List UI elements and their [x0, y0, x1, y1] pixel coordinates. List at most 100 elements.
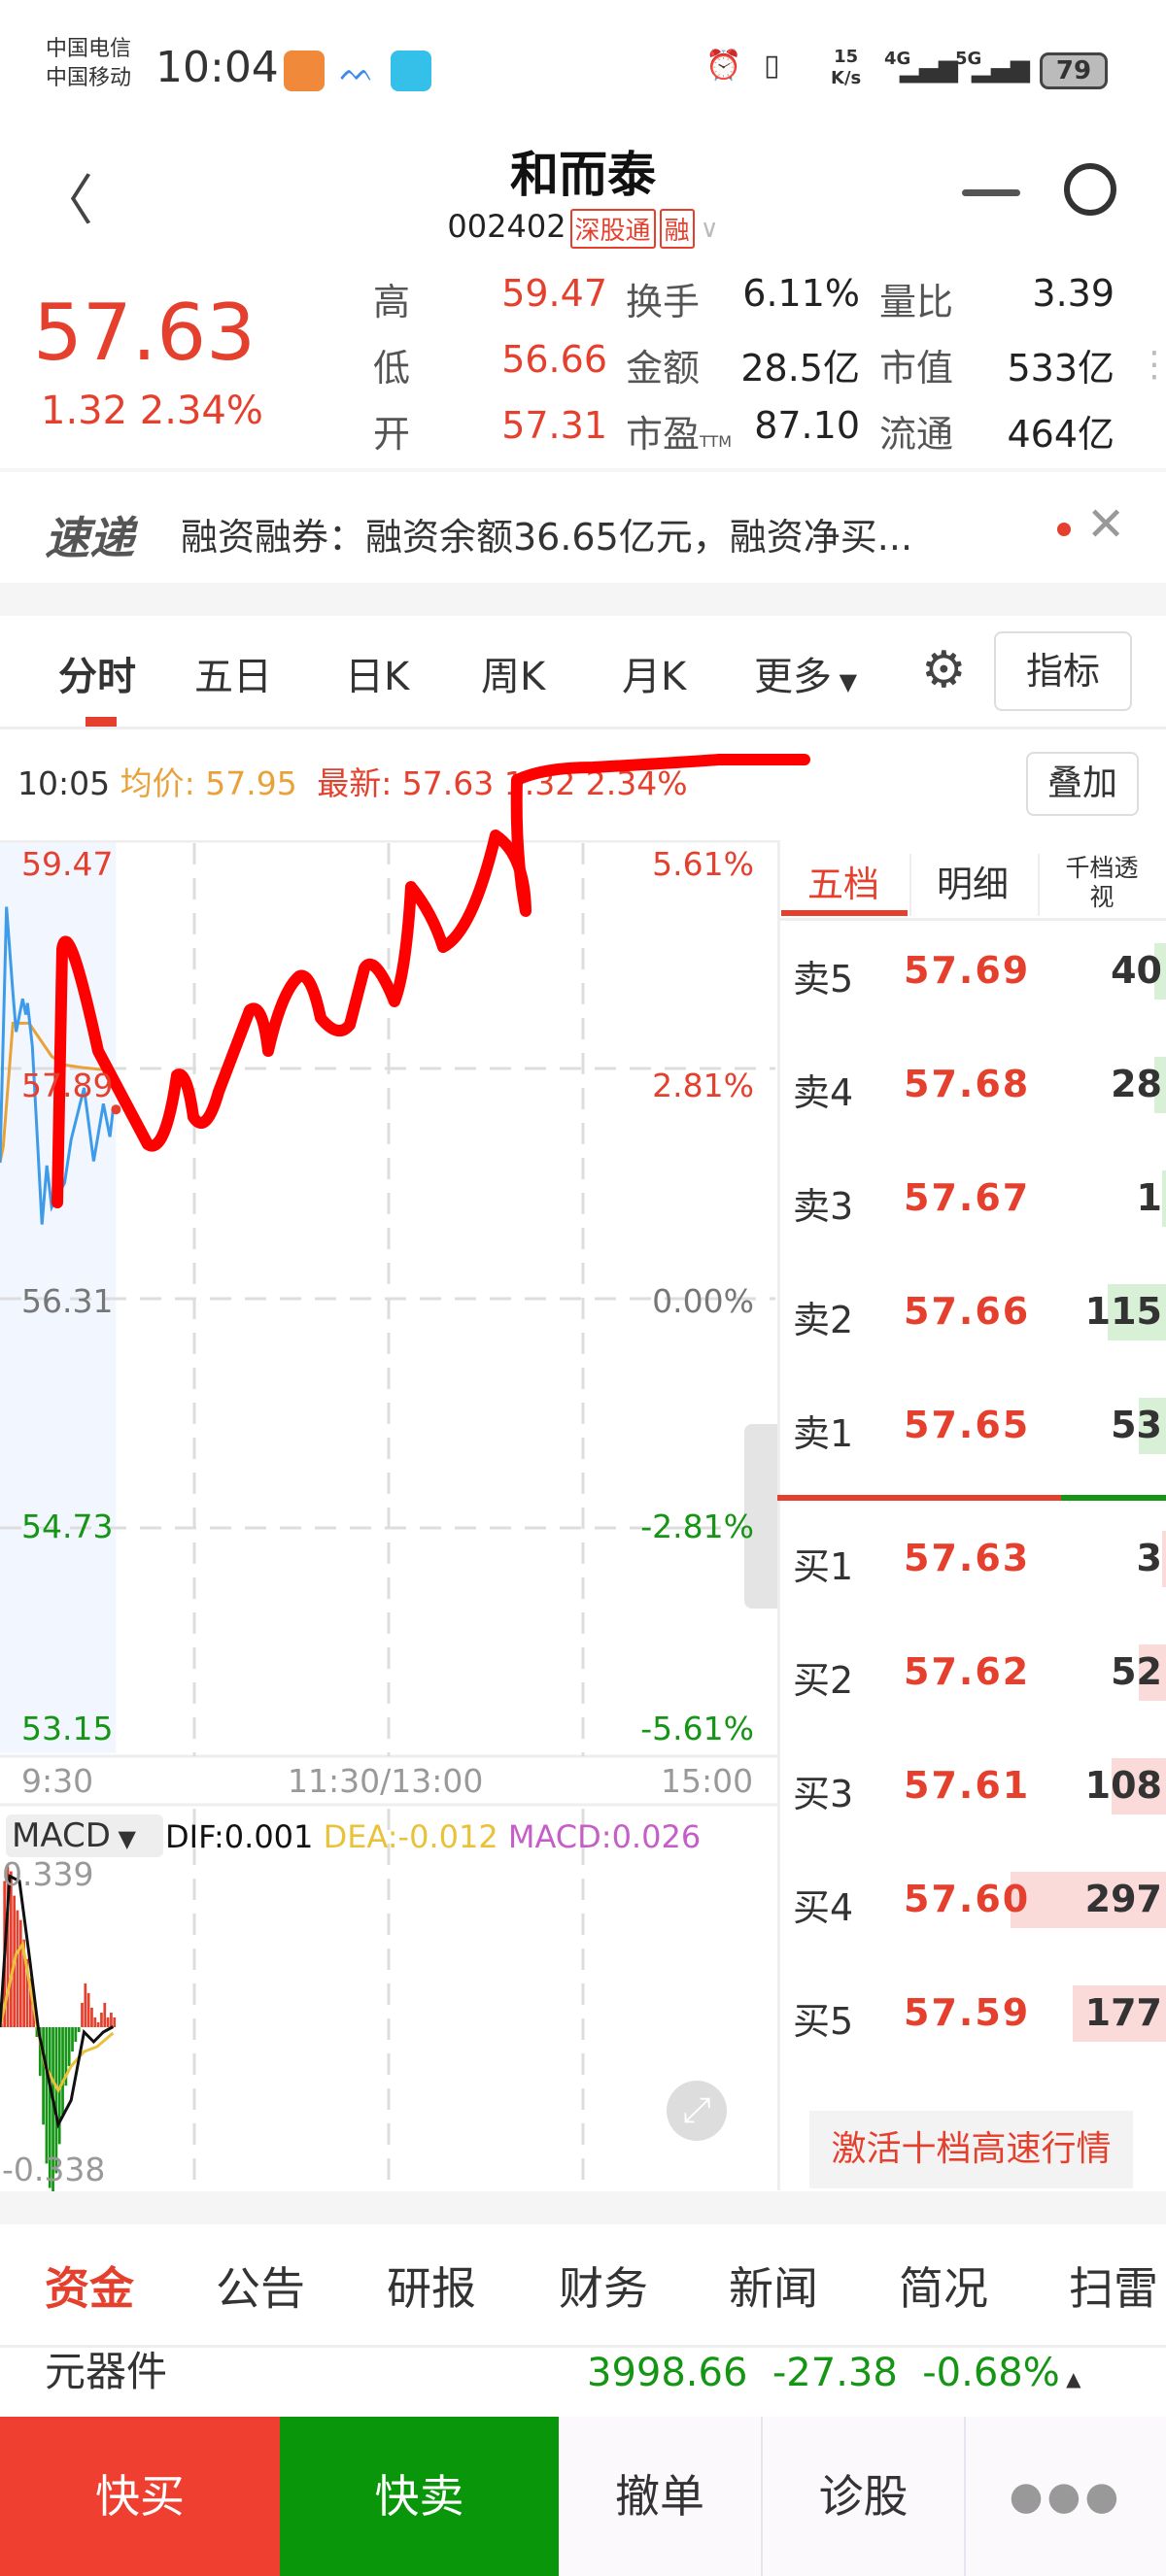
change-pct: 2.34% — [139, 389, 263, 433]
status-bar: 中国电信 中国移动 10:04 ᨓ ⏰ ▯ 15 K/s 4G ▂▄▆ 5G ▂▄▆… — [0, 35, 1166, 113]
info-tab[interactable]: 资金 — [45, 2262, 134, 2315]
sector-change: -27.38 — [772, 2351, 898, 2395]
macd-value: MACD:0.026 — [507, 1818, 702, 1855]
order-book-row[interactable]: 买3 57.61 108 — [777, 1758, 1166, 1816]
level-price: 57.60 — [904, 1878, 1031, 1920]
info-tab[interactable]: 新闻 — [729, 2262, 818, 2315]
stat-label: 换手 — [626, 272, 700, 325]
tab-monthly-k[interactable]: 月K — [622, 655, 687, 699]
stock-code-row[interactable]: 002402 深股通融 ∨ — [0, 208, 1166, 249]
news-banner[interactable]: 速递 融资融券：融资余额36.65亿元，融资净买... ✕ — [0, 476, 1166, 583]
info-tab[interactable]: 简况 — [899, 2262, 988, 2315]
chevron-down-icon[interactable]: ∨ — [700, 215, 719, 244]
tab-five-level[interactable]: 五档 — [807, 864, 879, 905]
more-options-icon[interactable]: ●●● — [966, 2417, 1166, 2576]
macd-bar — [51, 2027, 54, 2192]
macd-bar — [28, 1978, 32, 2027]
level-label: 买2 — [793, 1659, 854, 1702]
order-book-row[interactable]: 卖2 57.66 115 — [777, 1284, 1166, 1342]
gear-icon[interactable]: ⚙ — [921, 641, 967, 699]
level-volume: 297 — [1084, 1878, 1162, 1920]
macd-bar — [45, 2027, 49, 2164]
sector-quote[interactable]: 3998.66 -27.38 -0.68% ▲ — [587, 2351, 1081, 2395]
tab-five-day[interactable]: 五日 — [194, 655, 272, 699]
info-tab[interactable]: 公告 — [216, 2262, 305, 2315]
macd-selector[interactable]: MACD ▼ — [6, 1814, 163, 1857]
unread-dot — [1057, 523, 1071, 536]
level-label: 卖3 — [793, 1185, 854, 1228]
more-vertical-icon[interactable]: ⋮ — [1137, 345, 1166, 385]
stat-value: 57.31 — [501, 404, 607, 447]
activate-ten-level-button[interactable]: 激活十档高速行情 — [809, 2111, 1133, 2188]
order-book-row[interactable]: 卖3 57.67 1 — [777, 1170, 1166, 1229]
level-price: 57.68 — [904, 1063, 1031, 1105]
level-price: 57.65 — [904, 1404, 1031, 1446]
pct-axis-label: 2.81% — [652, 1067, 754, 1104]
app-heart-icon — [284, 51, 325, 91]
level-price: 57.63 — [904, 1537, 1031, 1579]
time-axis-label: 11:30/13:00 — [288, 1762, 484, 1800]
app-book-icon — [391, 51, 431, 91]
macd-bar — [93, 2017, 97, 2027]
panel-collapse-handle[interactable] — [744, 1424, 777, 1609]
tab-detail[interactable]: 明细 — [909, 854, 1034, 916]
macd-bar — [18, 1919, 22, 2027]
indicator-button[interactable]: 指标 — [994, 631, 1132, 711]
stat-value: 533亿 — [1007, 347, 1115, 390]
macd-bar — [77, 2027, 81, 2033]
order-book-row[interactable]: 卖4 57.68 28 — [777, 1057, 1166, 1115]
level-label: 买1 — [793, 1545, 854, 1588]
stat-label: 市盈TTM — [626, 404, 732, 458]
macd-dea: DEA:-0.012 — [323, 1818, 498, 1855]
macd-bar — [61, 2027, 64, 2116]
macd-bar — [42, 2027, 45, 2125]
pct-axis-label: 0.00% — [652, 1282, 754, 1320]
change-value: 1.32 — [41, 389, 128, 433]
level-label: 买4 — [793, 1886, 854, 1929]
order-book-row[interactable]: 买4 57.60 297 — [777, 1872, 1166, 1930]
tab-daily-k[interactable]: 日K — [345, 655, 410, 699]
time-axis-label: 9:30 — [21, 1762, 94, 1800]
tab-depth-view[interactable]: 千档透视 — [1038, 854, 1164, 916]
order-book-row[interactable]: 买5 57.59 177 — [777, 1985, 1166, 2044]
info-tab[interactable]: 财务 — [559, 2262, 648, 2315]
macd-bar — [113, 2017, 117, 2027]
volume-bar — [1162, 1170, 1166, 1227]
order-book-row[interactable]: 卖1 57.65 53 — [777, 1398, 1166, 1456]
sector-name[interactable]: 元器件 — [45, 2348, 168, 2395]
carrier-1: 中国电信 — [46, 37, 132, 61]
net-speed: 15 K/s — [831, 47, 861, 89]
diagnose-button[interactable]: 诊股 — [763, 2417, 966, 2576]
quick-buy-button[interactable]: 快买 — [0, 2417, 280, 2576]
macd-bar — [32, 2002, 35, 2027]
volume-bar — [1162, 1531, 1166, 1587]
tab-more[interactable]: 更多 ▼ — [754, 645, 857, 701]
info-tab[interactable]: 研报 — [387, 2262, 476, 2315]
stat-value: 6.11% — [742, 272, 860, 315]
tab-weekly-k[interactable]: 周K — [481, 655, 546, 699]
close-icon[interactable]: ✕ — [1086, 497, 1126, 552]
alarm-icon: ⏰ — [705, 49, 742, 83]
macd-min-label: -0.338 — [2, 2151, 106, 2188]
level-label: 卖4 — [793, 1071, 854, 1114]
pct-axis-label: -5.61% — [640, 1710, 754, 1747]
sector-change-pct: -0.68% — [922, 2351, 1060, 2395]
expand-icon[interactable]: ⤢ — [667, 2081, 727, 2141]
level-price: 57.59 — [904, 1991, 1031, 2034]
order-book-row[interactable]: 买2 57.62 52 — [777, 1644, 1166, 1703]
volume-bar — [1011, 1872, 1166, 1928]
tab-intraday[interactable]: 分时 — [58, 655, 136, 699]
cancel-order-button[interactable]: 撤单 — [559, 2417, 763, 2576]
minimize-icon[interactable] — [962, 189, 1020, 196]
overlay-button[interactable]: 叠加 — [1026, 752, 1139, 816]
quick-sell-button[interactable]: 快卖 — [280, 2417, 559, 2576]
signal-icon-1: ▂▄▆ — [900, 54, 958, 84]
order-book-row[interactable]: 卖5 57.69 40 — [777, 943, 1166, 1001]
macd-bar — [81, 2002, 84, 2027]
search-icon[interactable] — [1064, 163, 1116, 216]
stat-label: 金额 — [626, 338, 700, 391]
order-book-row[interactable]: 买1 57.63 3 — [777, 1531, 1166, 1589]
info-tab[interactable]: 扫雷 — [1069, 2262, 1158, 2315]
back-icon[interactable]: 〈 — [39, 170, 93, 233]
stat-value: 464亿 — [1007, 413, 1115, 456]
